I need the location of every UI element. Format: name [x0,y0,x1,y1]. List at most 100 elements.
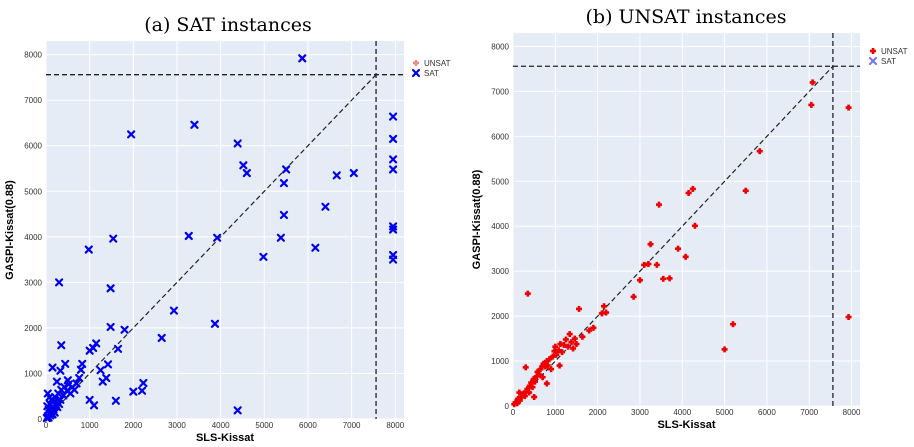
data-point [536,371,543,378]
y-tick-label: 3000 [491,267,509,276]
data-point [544,362,551,369]
data-point [96,366,105,375]
y-tick-label: 0 [38,415,43,424]
data-point [522,364,529,371]
data-point [845,314,852,321]
data-point [653,261,660,268]
data-point [570,345,577,352]
y-tick-label: 3000 [24,278,42,287]
data-point [560,341,567,348]
points-unsat [511,79,852,408]
data-point [233,406,242,415]
data-point [57,341,66,350]
data-point [526,389,533,396]
caption-b: (b) UNSAT instances [586,6,787,28]
data-point [349,168,358,178]
x-axis-label-sat: SLS-Kissat [196,432,254,444]
data-point [655,201,662,208]
data-point [48,363,57,372]
y-tick-label: 2000 [24,324,42,333]
data-point [92,339,101,348]
data-point [552,343,559,350]
data-point [675,245,682,252]
data-point [562,336,569,343]
data-point [298,54,307,63]
data-point [279,210,289,220]
data-point [647,241,654,248]
data-point [571,335,578,342]
caption-a: (a) SAT instances [144,14,312,36]
data-point [516,389,523,396]
y-axis-label-unsat: GASPI-Kissat(0.88) [471,169,483,269]
data-point [127,130,136,139]
points-sat [42,54,398,423]
data-point [845,104,852,111]
data-point [586,327,593,334]
data-point [516,397,523,404]
x-tick-label: 1000 [81,421,99,430]
y-tick-label: 5000 [24,187,42,196]
x-tick-label: 5000 [716,408,734,417]
data-point [61,359,70,368]
y-tick-label: 8000 [491,42,509,51]
chart-unsat: 0 1000 2000 3000 4000 5000 6000 7000 8000 0 1000 20… [471,33,908,431]
x-tick-label: 8000 [843,408,861,417]
data-point [682,253,689,260]
chart-sat: 0 1000 2000 3000 4000 5000 6000 7000 8000 0 1000 20… [4,41,451,444]
y-tick-label: 8000 [24,51,42,60]
data-point [137,386,147,395]
data-point [524,290,531,297]
x-tick-label: 6000 [758,408,776,417]
y-tick-label: 4000 [24,233,42,242]
x-tick-label: 4000 [212,421,230,430]
data-point [559,349,566,356]
reference-lines-sat [45,41,404,420]
data-point [531,394,538,401]
legend-entry: UNSAT [424,59,451,68]
data-point [600,303,607,310]
x-tick-label: 2000 [589,408,607,417]
data-point [388,112,398,121]
x-tick-label: 3000 [168,421,186,430]
data-point [184,231,193,241]
ticks-unsat: 0 1000 2000 3000 4000 5000 6000 7000 8000 0 1000 20… [491,42,861,417]
data-point [321,202,330,211]
data-point [579,333,586,340]
data-point [388,165,398,174]
data-point [573,340,580,347]
y-tick-label: 2000 [491,312,509,321]
y-tick-label: 5000 [491,177,509,186]
y-tick-label: 6000 [491,132,509,141]
data-point [213,233,222,242]
data-point [548,366,555,373]
data-point [565,343,572,350]
data-point [549,353,556,360]
data-point [54,278,64,287]
data-point [242,168,251,178]
y-tick-label: 1000 [24,369,42,378]
data-point [689,185,696,192]
y-tick-label: 6000 [24,142,42,151]
y-axis-label-sat: GASPI-Kissat(0.88) [4,180,16,280]
data-point [106,322,115,332]
data-point [239,161,248,170]
data-point [190,120,199,129]
data-point [56,366,65,375]
data-point [169,306,179,315]
data-point [691,222,698,229]
data-point [539,374,546,381]
data-point [809,79,816,86]
data-point [332,171,341,180]
data-point [210,319,220,328]
data-point [259,252,268,261]
data-point [233,139,242,148]
data-point [685,189,692,196]
x-tick-label: 7000 [343,421,361,430]
data-point [603,309,610,316]
legend-marker [413,60,419,66]
data-point [742,187,749,194]
x-tick-label: 4000 [673,408,691,417]
x-tick-label: 5000 [255,421,273,430]
data-point [543,380,550,387]
